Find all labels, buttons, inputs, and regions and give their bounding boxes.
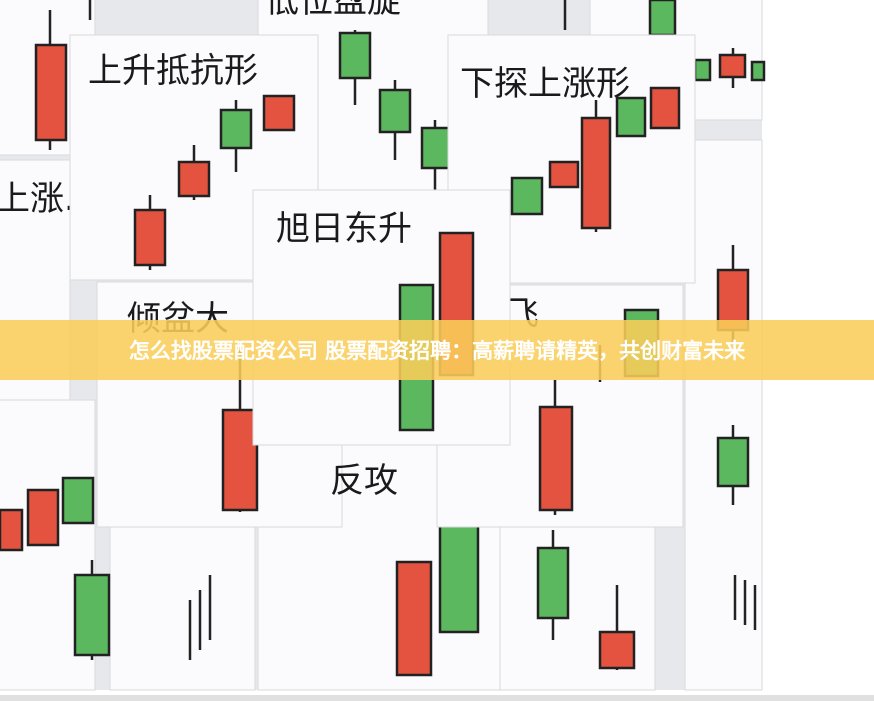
card-label: 低位盘旋	[265, 0, 401, 21]
card-label: 上升抵抗形	[88, 51, 258, 91]
card-label: 旭日东升	[276, 209, 412, 249]
card-label: 上涨.	[0, 179, 75, 219]
card-label: 下探上涨形	[460, 64, 630, 104]
banner	[0, 320, 874, 380]
card-label: 反攻	[330, 461, 398, 501]
banner-title: 怎么找股票配资公司 股票配资招聘：高薪聘请精英，共创财富未来	[129, 339, 746, 363]
bottom-edge	[0, 695, 874, 701]
